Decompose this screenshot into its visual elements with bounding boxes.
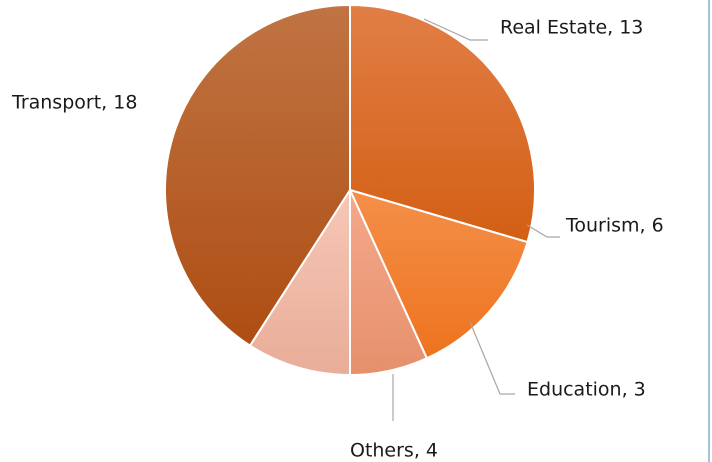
pie-slice-others — [248, 189, 351, 376]
leader-line-education — [469, 321, 515, 395]
pie-slice-tourism — [349, 189, 529, 360]
slice-label-transport: Transport, 18 — [11, 92, 137, 114]
leader-lines — [392, 18, 560, 421]
slice-label-education: Education, 3 — [527, 379, 646, 401]
slice-label-others: Others, 4 — [350, 440, 438, 462]
pie-slice-transport — [164, 4, 351, 347]
slice-labels: Real Estate, 13 Tourism, 6 Education, 3 Oth… — [11, 17, 664, 462]
frame-edge — [708, 0, 710, 462]
slice-label-real-estate: Real Estate, 13 — [500, 17, 643, 39]
leader-line-real-estate — [423, 18, 488, 41]
pie-slice-real-estate — [349, 4, 536, 244]
leader-line-tourism — [526, 224, 560, 238]
slice-label-tourism: Tourism, 6 — [565, 215, 664, 237]
pie-slices — [164, 4, 536, 376]
